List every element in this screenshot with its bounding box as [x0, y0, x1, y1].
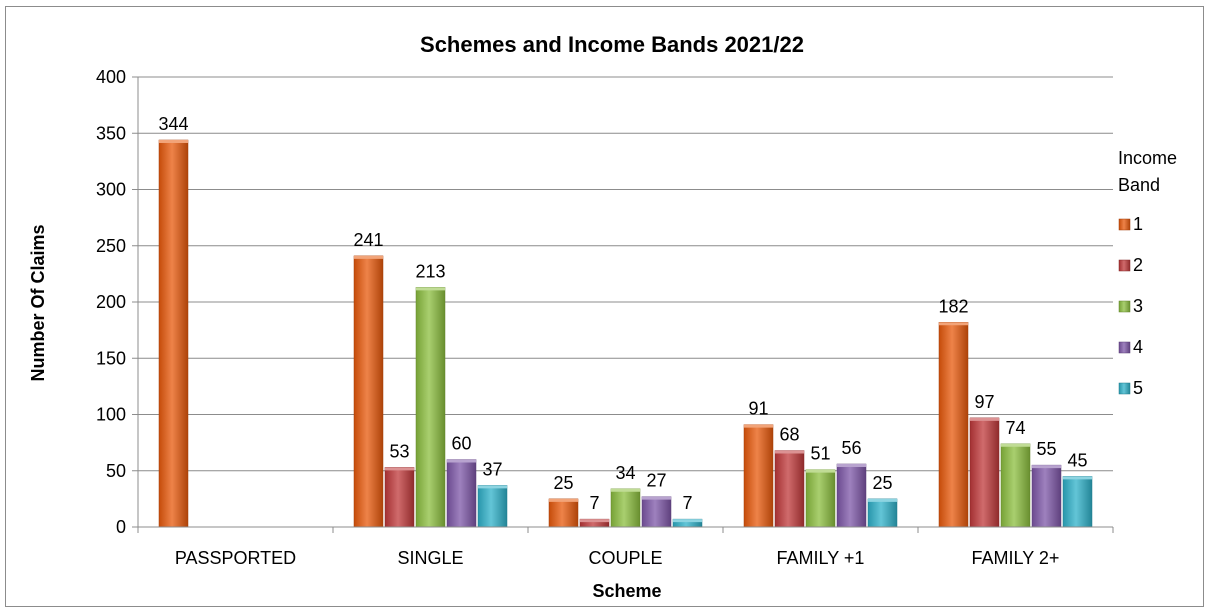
legend-label-band-4: 4 [1133, 337, 1143, 357]
data-label: 7 [682, 493, 692, 513]
bar-bevel [837, 464, 866, 467]
y-tick-label: 350 [96, 123, 126, 143]
bar-family-2--band-2 [969, 417, 1000, 528]
legend-swatch-band-1 [1118, 218, 1131, 231]
bar-bevel [806, 469, 835, 473]
data-label: 213 [415, 261, 445, 281]
legend-swatch-band-4 [1118, 341, 1131, 354]
data-label: 241 [353, 230, 383, 250]
data-label: 25 [553, 473, 573, 493]
bar-single-band-4 [446, 459, 477, 528]
bar-couple-band-4 [641, 496, 672, 528]
data-label: 344 [158, 114, 188, 134]
x-tick-label: COUPLE [588, 548, 662, 568]
bar-passported-band-1 [158, 139, 189, 528]
y-tick-label: 200 [96, 292, 126, 312]
x-axis-ticks: PASSPORTED SINGLE COUPLE FAMILY +1 FAMILY 2+ [137, 526, 1114, 568]
y-tick-label: 300 [96, 180, 126, 200]
data-label: 74 [1005, 418, 1025, 438]
legend-label-band-2: 2 [1133, 255, 1143, 275]
bar-bevel [385, 467, 414, 471]
bar-family-2--band-1 [938, 322, 969, 528]
legend-label-band-5: 5 [1133, 378, 1143, 398]
bar-family-2--band-4 [1031, 464, 1062, 528]
bar-bevel [970, 417, 999, 421]
legend-swatch-band-3 [1118, 300, 1131, 313]
bar-family-2--band-3 [1000, 443, 1031, 528]
bar-bevel [939, 322, 968, 326]
x-tick-label: FAMILY +1 [777, 548, 865, 568]
bar-bevel [673, 519, 702, 523]
data-label: 60 [451, 434, 471, 454]
data-label: 34 [615, 463, 635, 483]
bar-couple-band-1 [548, 498, 579, 528]
y-axis-ticks: 0 50 100 150 200 250 300 350 400 [96, 67, 126, 537]
bar-bevel [549, 498, 578, 502]
bar-bevel [159, 140, 188, 143]
chart-title: Schemes and Income Bands 2021/22 [420, 32, 804, 57]
data-label: 55 [1036, 439, 1056, 459]
data-label: 56 [841, 438, 861, 458]
bar-family-1-band-4 [836, 463, 867, 528]
bar-bevel [775, 450, 804, 454]
data-label: 37 [482, 459, 502, 479]
y-tick-label: 150 [96, 348, 126, 368]
data-label: 45 [1067, 450, 1087, 470]
y-tick-label: 250 [96, 236, 126, 256]
y-tick-label: 50 [106, 461, 126, 481]
bar-couple-band-3 [610, 488, 641, 528]
y-axis-title: Number Of Claims [28, 224, 48, 381]
bar-single-band-5 [477, 485, 508, 528]
legend-swatch-band-5 [1118, 382, 1131, 395]
data-label: 27 [646, 471, 666, 491]
data-label: 68 [779, 425, 799, 445]
bar-single-band-1 [353, 255, 384, 528]
bar-family-1-band-3 [805, 469, 836, 528]
legend-label-band-3: 3 [1133, 296, 1143, 316]
bar-bevel [478, 485, 507, 489]
bar-bevel [354, 255, 383, 259]
data-label: 182 [938, 296, 968, 316]
data-label: 53 [389, 441, 409, 461]
bar-single-band-3 [415, 287, 446, 528]
y-tick-label: 100 [96, 405, 126, 425]
x-tick-label: FAMILY 2+ [972, 548, 1060, 568]
bar-family-1-band-1 [743, 424, 774, 528]
legend-title-line2: Band [1118, 175, 1160, 195]
bar-bevel [447, 459, 476, 463]
bar-bevel [1063, 476, 1092, 480]
x-tick-label: PASSPORTED [175, 548, 296, 568]
y-tick-label: 400 [96, 67, 126, 87]
data-label: 91 [748, 399, 768, 419]
bar-bevel [416, 287, 445, 291]
bar-bevel [580, 519, 609, 523]
bar-bevel [744, 424, 773, 428]
data-label: 51 [810, 444, 830, 464]
x-tick-label: SINGLE [397, 548, 463, 568]
data-labels: 344 241 53 213 60 37 25 7 34 27 7 91 68 51 56 25 182 97 74… [158, 114, 1087, 513]
bar-bevel [1032, 465, 1061, 469]
bars [158, 139, 1093, 528]
data-label: 25 [872, 473, 892, 493]
bar-bevel [868, 498, 897, 502]
y-tick-label: 0 [116, 517, 126, 537]
bar-bevel [1001, 443, 1030, 447]
legend-label-band-1: 1 [1133, 214, 1143, 234]
bar-family-1-band-5 [867, 498, 898, 528]
x-axis-title: Scheme [592, 581, 661, 601]
bar-family-1-band-2 [774, 450, 805, 528]
bar-bevel [611, 488, 640, 492]
bar-family-2--band-5 [1062, 476, 1093, 528]
data-label: 97 [974, 392, 994, 412]
legend-title-line1: Income [1118, 148, 1177, 168]
legend-swatch-band-2 [1118, 259, 1131, 272]
bar-single-band-2 [384, 467, 415, 528]
bar-bevel [642, 496, 671, 500]
data-label: 7 [589, 493, 599, 513]
legend: Income Band 1 2 3 4 5 [1118, 148, 1177, 398]
